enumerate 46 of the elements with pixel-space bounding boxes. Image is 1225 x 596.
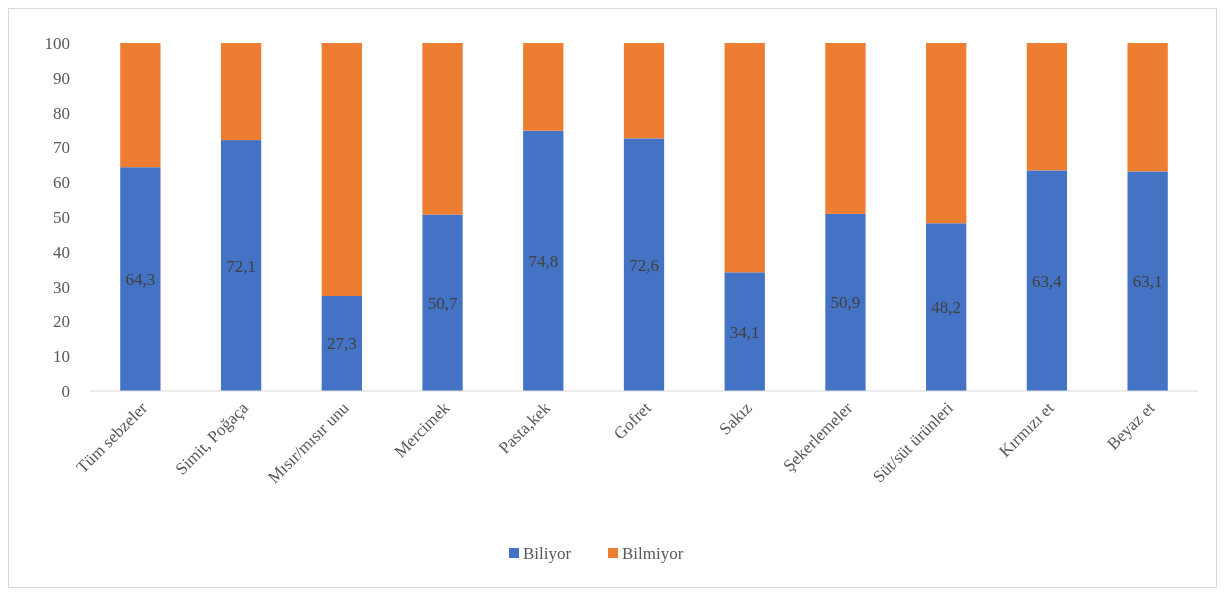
data-label: 64,3 [125,270,156,290]
data-label: 27,3 [326,334,357,354]
y-tick-label: 100 [44,33,70,53]
bar [120,43,161,168]
bar [724,43,765,273]
bar [1026,43,1068,171]
bar [422,43,463,215]
bar [926,223,967,391]
data-label: 63,1 [1132,272,1163,292]
y-tick-label: 80 [53,103,70,123]
data-label: 72,6 [629,255,659,275]
bar [321,296,362,391]
bar [220,43,262,141]
bar [220,140,262,391]
data-label: 74,8 [528,251,559,271]
bar [1026,170,1068,391]
bar [623,43,665,139]
y-tick-label: 60 [53,173,70,193]
data-label: 50,9 [830,293,861,313]
y-tick-label: 70 [53,138,70,158]
bar [1127,43,1168,172]
bar [120,167,161,391]
y-tick-label: 20 [53,312,70,332]
y-tick-label: 10 [53,347,70,367]
y-tick-label: 90 [53,68,70,88]
bar [825,43,866,214]
bar [724,272,765,391]
bar [523,43,564,131]
y-tick-label: 50 [53,207,70,227]
legend-label: Bilmiyor [622,543,684,563]
y-tick-label: 30 [53,277,70,297]
bar [825,213,866,391]
data-label: 50,7 [427,293,458,313]
data-label: 72,1 [226,256,256,276]
legend-label: Biliyor [523,543,572,563]
data-label: 34,1 [729,322,760,342]
bar [623,138,665,391]
y-tick-label: 40 [53,242,70,262]
bar [422,214,463,391]
bar [523,130,564,391]
data-label: 63,4 [1032,271,1063,291]
bar [926,43,967,224]
bar [321,43,362,296]
y-tick-label: 0 [61,381,70,401]
data-label: 48,2 [931,298,962,318]
bar [1127,171,1168,391]
